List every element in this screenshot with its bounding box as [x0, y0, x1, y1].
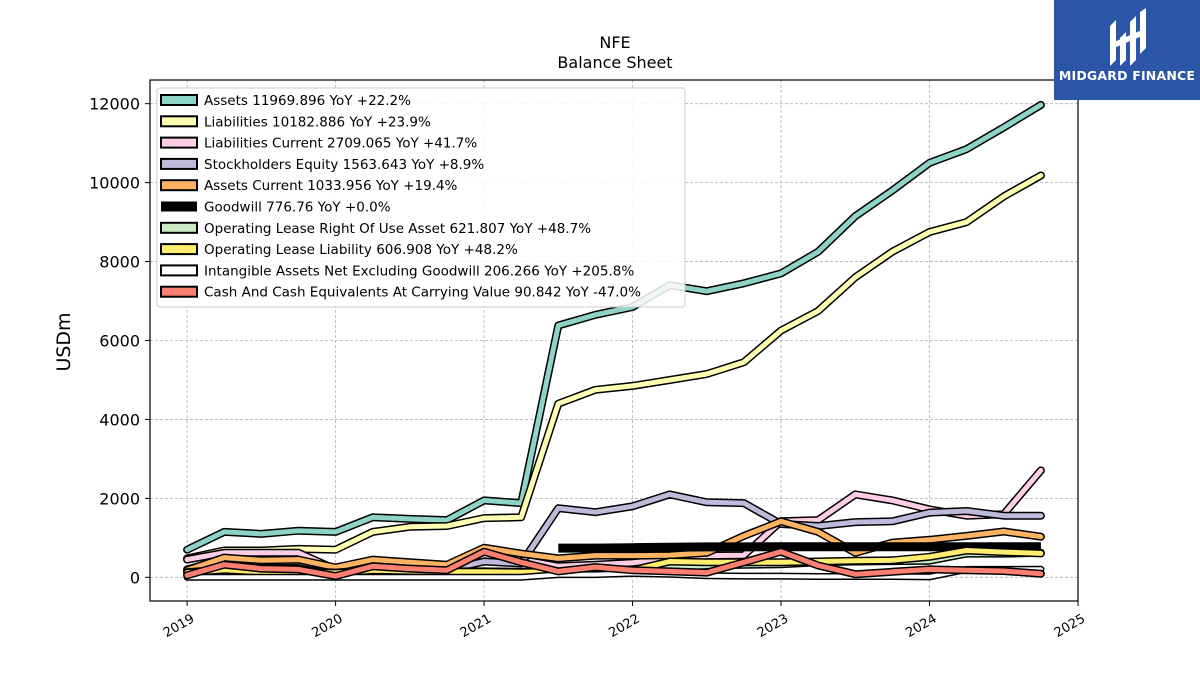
- x-tick-label: 2019: [161, 611, 197, 641]
- legend-label-stockholders-equity: Stockholders Equity 1563.643 YoY +8.9%: [204, 157, 484, 173]
- legend-label-assets: Assets 11969.896 YoY +22.2%: [204, 93, 411, 109]
- series-line-liabilities: [184, 173, 1044, 561]
- midgard-logo-icon: [1110, 8, 1146, 66]
- logo-text: MIDGARD FINANCE: [1058, 68, 1196, 83]
- series-line-assets: [184, 102, 1044, 553]
- legend-swatch-cash-and-cash-equivalents-at-carrying-value: [160, 285, 198, 298]
- legend-label-liabilities-current: Liabilities Current 2709.065 YoY +41.7%: [204, 136, 477, 152]
- legend-box: [156, 87, 686, 308]
- y-axis-label: USDm: [53, 312, 75, 371]
- y-tick-label: 12000: [89, 95, 140, 114]
- legend-swatch-operating-lease-right-of-use-asset: [160, 221, 198, 234]
- y-tick-label: 8000: [99, 253, 140, 272]
- y-tick-label: 0: [130, 568, 140, 587]
- y-tick-label: 4000: [99, 410, 140, 429]
- axes: [145, 79, 1079, 606]
- y-tick-label: 2000: [99, 489, 140, 508]
- legend-label-assets-current: Assets Current 1033.956 YoY +19.4%: [204, 178, 458, 194]
- series-line-cash-and-cash-equivalents-at-carrying-value: [184, 549, 1044, 579]
- x-tick-label: 2024: [903, 611, 939, 641]
- legend-label-intangible-assets-net-excluding-goodwill: Intangible Assets Net Excluding Goodwill…: [204, 263, 634, 279]
- legend-swatch-assets-current: [160, 179, 198, 192]
- series-lines: [183, 100, 1045, 581]
- legend-swatch-assets: [160, 94, 198, 106]
- x-tick-label: 2025: [1052, 611, 1088, 641]
- legend-swatch-stockholders-equity: [160, 157, 198, 170]
- x-tick-label: 2020: [309, 611, 345, 641]
- legend-swatch-liabilities-current: [160, 136, 198, 149]
- x-tick-label: 2021: [458, 611, 494, 641]
- x-tick-label: 2023: [755, 611, 791, 641]
- chart-title: NFE: [599, 33, 630, 52]
- legend: Assets 11969.896 YoY +22.2% Liabilities 1…: [156, 87, 686, 308]
- tick-labels: 0 2000 4000 6000 8000 10000 12000 2019 2020 2021 2…: [89, 95, 1088, 641]
- chart-subtitle: Balance Sheet: [557, 53, 672, 72]
- legend-label-operating-lease-right-of-use-asset: Operating Lease Right Of Use Asset 621.8…: [204, 221, 591, 237]
- midgard-finance-logo: MIDGARD FINANCE: [1054, 0, 1200, 100]
- x-tick-label: 2022: [606, 611, 642, 641]
- legend-label-liabilities: Liabilities 10182.886 YoY +23.9%: [204, 114, 431, 130]
- legend-label-operating-lease-liability: Operating Lease Liability 606.908 YoY +4…: [204, 242, 518, 258]
- y-tick-label: 6000: [99, 332, 140, 351]
- legend-swatch-intangible-assets-net-excluding-goodwill: [160, 264, 198, 277]
- legend-swatch-liabilities: [160, 115, 198, 128]
- legend-swatch-operating-lease-liability: [160, 243, 198, 256]
- y-tick-label: 10000: [89, 174, 140, 193]
- legend-swatch-goodwill: [161, 201, 197, 212]
- series-line-goodwill: [558, 542, 1041, 553]
- legend-label-goodwill: Goodwill 776.76 YoY +0.0%: [204, 200, 391, 216]
- plot-frame: [149, 79, 1079, 602]
- series-line-assets-current: [184, 518, 1044, 573]
- legend-label-cash-and-cash-equivalents-at-carrying-value: Cash And Cash Equivalents At Carrying Va…: [204, 285, 641, 301]
